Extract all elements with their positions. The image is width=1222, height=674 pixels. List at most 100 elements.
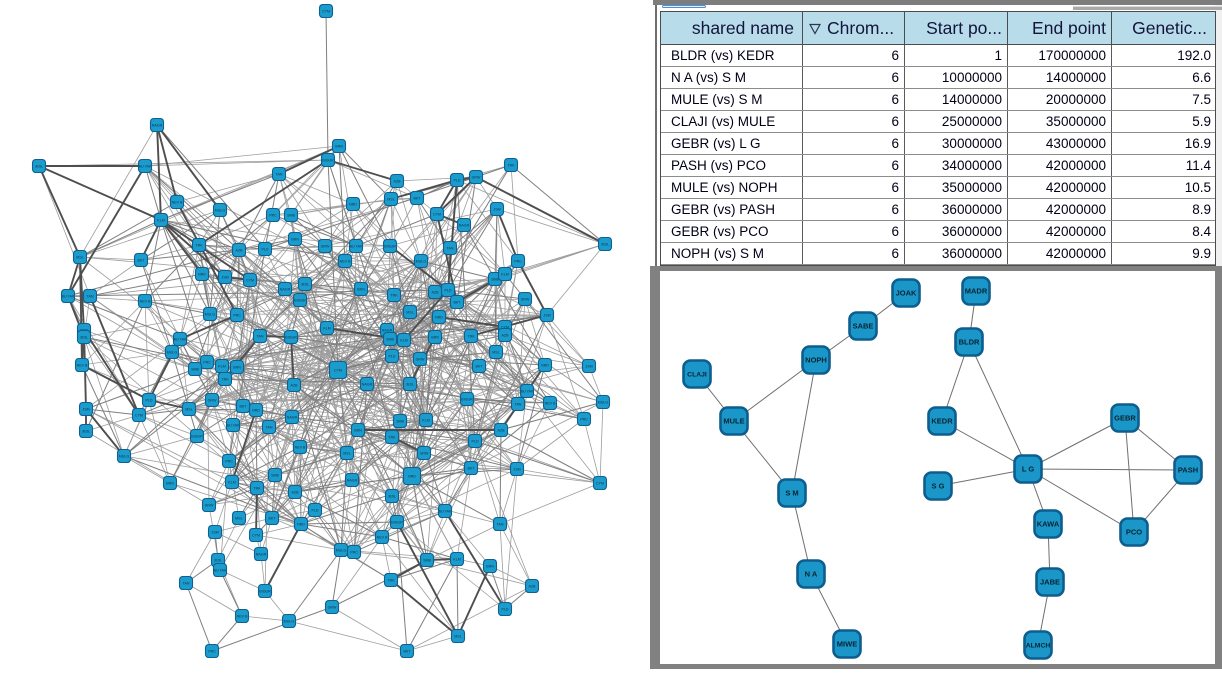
svg-text:NAGR: NAGR [256,553,267,557]
svg-text:PLD: PLD [389,355,396,359]
svg-text:MULG: MULG [119,455,130,459]
svg-text:JESL: JESL [35,165,44,169]
svg-text:ALMCH: ALMCH [1026,643,1051,650]
svg-text:JSM: JSM [585,365,592,369]
svg-text:NRD: NRD [198,273,206,277]
svg-text:JESL: JESL [601,243,610,247]
svg-text:AZB: AZB [291,384,299,388]
svg-text:PRC: PRC [514,260,522,264]
svg-text:BRN: BRN [166,482,174,486]
svg-text:BIGUR: BIGUR [259,590,271,594]
svg-text:MSL: MSL [454,635,461,639]
svg-text:BKT: BKT [476,365,484,369]
svg-text:NRD: NRD [408,475,416,479]
svg-text:BU YAK: BU YAK [174,338,187,342]
svg-text:BKT: BKT [414,197,422,201]
svg-text:BKT: BKT [454,301,462,305]
svg-text:PLD: PLD [262,248,269,252]
svg-text:KLM: KLM [157,219,164,223]
svg-text:MULE: MULE [723,417,744,426]
svg-text:BU YAK: BU YAK [139,165,152,169]
svg-text:NEV B: NEV B [77,364,88,368]
svg-text:AZB: AZB [236,249,244,253]
svg-text:PRC: PRC [233,314,241,318]
svg-text:BRN: BRN [486,565,494,569]
svg-text:GRW: GRW [321,245,330,249]
svg-text:TRK: TRK [388,436,396,440]
svg-text:KLM: KLM [400,339,407,343]
svg-text:BU YAK: BU YAK [439,510,452,514]
svg-text:CYM: CYM [246,279,254,283]
svg-text:PRC: PRC [350,551,358,555]
svg-text:TAN: TAN [183,582,190,586]
svg-text:NAGR: NAGR [287,416,298,420]
svg-text:BLDR: BLDR [959,338,980,347]
svg-text:SMB: SMB [191,368,199,372]
svg-text:JESL: JESL [388,495,397,499]
svg-text:PRC: PRC [225,460,233,464]
svg-text:BU YAK: BU YAK [521,390,534,394]
svg-text:JABE: JABE [1040,578,1060,587]
svg-text:BRN: BRN [431,336,439,340]
svg-text:BKT: BKT [138,259,146,263]
svg-text:AZB: AZB [394,180,402,184]
svg-text:CYM: CYM [135,414,143,418]
svg-text:BU YAK: BU YAK [350,245,363,249]
svg-text:BU YAK: BU YAK [62,295,75,299]
svg-text:CYM: CYM [501,326,509,330]
svg-text:KLM: KLM [323,327,330,331]
svg-text:BRN: BRN [354,429,362,433]
svg-text:NRD: NRD [349,203,357,207]
svg-text:GRW: GRW [472,176,481,180]
svg-text:MSL: MSL [235,517,242,521]
svg-text:KLM: KLM [422,419,429,423]
svg-text:CYM: CYM [334,369,342,373]
svg-text:SMB: SMB [386,338,394,342]
svg-text:PLD: PLD [146,399,153,403]
svg-text:SMB: SMB [491,278,499,282]
svg-text:MULG: MULG [416,260,427,264]
svg-text:MULG: MULG [215,209,226,213]
svg-text:KAWA: KAWA [1037,520,1060,529]
svg-text:CLAJI: CLAJI [687,372,707,379]
svg-text:MADR: MADR [965,287,988,296]
svg-text:MULG: MULG [598,401,609,405]
svg-text:TAN: TAN [447,247,454,251]
svg-text:TAN: TAN [497,523,504,527]
svg-text:PCO: PCO [1126,528,1142,537]
svg-text:BRN: BRN [233,366,241,370]
svg-text:TRK: TRK [467,335,475,339]
svg-text:JSM: JSM [493,208,500,212]
svg-text:JOAK: JOAK [896,289,917,298]
svg-text:AZB: AZB [529,585,537,589]
svg-text:PRC: PRC [203,361,211,365]
svg-text:S G: S G [932,482,945,491]
svg-text:KLM: KLM [501,273,508,277]
svg-text:N A: N A [805,570,818,579]
svg-text:PLD: PLD [472,440,479,444]
svg-text:JESL: JESL [82,430,91,434]
svg-text:PRC: PRC [580,418,588,422]
svg-text:NEV B: NEV B [237,615,248,619]
svg-text:KLM: KLM [228,481,235,485]
svg-text:SABE: SABE [853,322,874,331]
svg-text:PLD: PLD [502,608,509,612]
svg-text:NRD: NRD [297,523,305,527]
svg-text:PLD: PLD [312,509,319,513]
svg-text:PASH: PASH [1178,466,1198,475]
svg-text:NEV B: NEV B [545,402,556,406]
svg-text:PRC: PRC [208,650,216,654]
svg-text:KEDR: KEDR [931,417,953,426]
svg-text:MSL: MSL [492,351,499,355]
svg-text:NEV B: NEV B [172,201,183,205]
svg-text:NAGR: NAGR [362,383,373,387]
svg-text:NAGR: NAGR [152,124,163,128]
svg-text:NEV B: NEV B [140,300,151,304]
svg-text:NEV B: NEV B [340,260,351,264]
svg-text:NRD: NRD [435,316,443,320]
svg-text:BIGUR: BIGUR [294,299,306,303]
svg-text:BIGUR: BIGUR [191,435,203,439]
svg-text:JSM: JSM [543,314,550,318]
svg-text:TRK: TRK [195,244,203,248]
svg-text:BU YAK: BU YAK [227,424,240,428]
